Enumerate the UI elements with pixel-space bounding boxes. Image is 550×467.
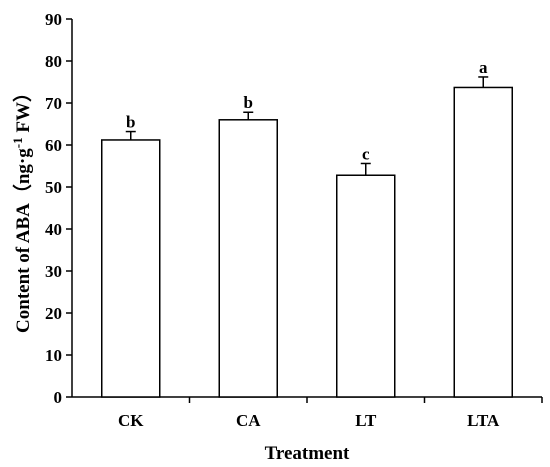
- x-axis-title: Treatment: [265, 443, 350, 464]
- x-category-label-lta: LTA: [467, 411, 500, 430]
- y-tick-label: 70: [45, 94, 62, 113]
- y-tick-label: 90: [45, 10, 62, 29]
- significance-label-lt: c: [362, 144, 370, 163]
- x-categories: CK CA LT LTA: [118, 397, 543, 430]
- x-category-label-ck: CK: [118, 411, 144, 430]
- y-tick-label: 60: [45, 136, 62, 155]
- bars: b b c a: [101, 58, 513, 398]
- bar-lt: [336, 174, 396, 398]
- y-axis-title-superscript: -1: [10, 137, 25, 148]
- bar-ca: [218, 119, 278, 398]
- y-tick-label: 20: [45, 304, 62, 323]
- y-tick-label: 30: [45, 262, 62, 281]
- x-category-label-ca: CA: [236, 411, 261, 430]
- y-ticks: 0 10 20 30 40 50 60 70 80 90: [45, 10, 72, 407]
- y-tick-label: 80: [45, 52, 62, 71]
- bar-ck: [101, 139, 161, 398]
- y-tick-label: 0: [54, 388, 63, 407]
- y-tick-label: 10: [45, 346, 62, 365]
- y-axis-title-tail: FW）: [11, 83, 34, 137]
- significance-label-ck: b: [126, 113, 135, 132]
- y-axis-title-main: Content of ABA（ng·g: [11, 148, 34, 333]
- significance-label-ca: b: [244, 93, 253, 112]
- y-axis-title: Content of ABA（ng·g-1 FW）: [10, 83, 34, 333]
- y-tick-label: 40: [45, 220, 62, 239]
- y-tick-label: 50: [45, 178, 62, 197]
- significance-label-lta: a: [479, 58, 488, 77]
- x-category-label-lt: LT: [355, 411, 377, 430]
- bar-lta: [453, 86, 513, 398]
